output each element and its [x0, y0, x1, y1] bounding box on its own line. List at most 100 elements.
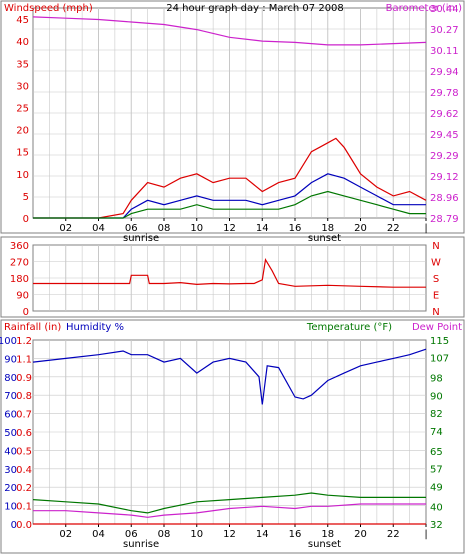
temp-x-tick-label: 02 — [59, 529, 72, 540]
barometer-y-tick-label: 29.62 — [430, 109, 459, 120]
humidity-y-tick-label: 50 — [4, 428, 17, 439]
barometer-y-tick-label: 28.96 — [430, 193, 459, 204]
humidity-y-tick-label: 40 — [4, 446, 17, 457]
series-wind-direction — [33, 257, 426, 288]
humidity-y-tick-label: 100 — [0, 336, 17, 347]
panel-frame-middle — [0, 236, 465, 318]
panel-frame-top — [0, 0, 465, 234]
barometer-y-tick-label: 30.27 — [430, 25, 459, 36]
windspeed-axis-label: Windspeed (mph) — [4, 3, 93, 14]
wind-x-tick-label: 18 — [321, 223, 334, 234]
wind-marker-sunrise: sunrise — [123, 233, 159, 244]
rainfall-y-tick-label: 0.6 — [16, 428, 32, 439]
temp-x-tick-label: | — [424, 529, 427, 540]
humidity-y-tick-label: 30 — [4, 465, 17, 476]
humidity-y-tick-label: 60 — [4, 410, 17, 421]
series-humidity — [32, 348, 427, 405]
series-wind-speed — [33, 173, 426, 219]
temp-x-tick-label: 06 — [125, 529, 138, 540]
humidity-y-tick-label: 80 — [4, 373, 17, 384]
wind-y-tick-label: 20 — [16, 126, 29, 137]
wind-x-tick-label: 12 — [223, 223, 236, 234]
temp-x-tick-label: 08 — [158, 529, 171, 540]
wind-y-tick-label: 45 — [16, 15, 29, 26]
barometer-y-tick-label: 28.79 — [430, 214, 459, 225]
temperature-y-tick-label: 49 — [430, 482, 443, 493]
temperature-y-tick-label: 65 — [430, 447, 443, 458]
temperature-axis-label: Temperature (°F) — [306, 322, 392, 333]
wind-y-tick-label: 5 — [23, 192, 29, 203]
humidity-y-tick-label: 90 — [4, 354, 17, 365]
humidity-y-tick-label: 70 — [4, 391, 17, 402]
wind-y-tick-label: 10 — [16, 170, 29, 181]
temp-x-tick-label: 04 — [92, 529, 105, 540]
series-barometer — [32, 16, 427, 46]
direction-compass-label: E — [433, 291, 439, 302]
rainfall-y-tick-label: 0.4 — [16, 465, 32, 476]
wind-x-tick-label: 06 — [125, 223, 138, 234]
temp-x-tick-label: 14 — [256, 529, 269, 540]
barometer-axis-label: Barometer (in.) — [386, 3, 462, 14]
temperature-y-tick-label: 107 — [430, 354, 449, 365]
barometer-y-tick-label: 30.11 — [430, 46, 459, 57]
rainfall-y-tick-label: 1.2 — [16, 336, 32, 347]
rainfall-y-tick-label: 0.9 — [16, 373, 32, 384]
rainfall-y-tick-label: 0.0 — [16, 520, 32, 531]
wind-y-tick-label: 0 — [23, 214, 29, 225]
barometer-y-tick-label: 29.78 — [430, 88, 459, 99]
dewpoint-axis-label: Dew Point — [412, 322, 462, 333]
direction-compass-label: W — [431, 258, 441, 269]
humidity-y-tick-label: 10 — [4, 502, 17, 513]
humidity-axis-label: Humidity % — [66, 322, 124, 333]
humidity-y-tick-label: 20 — [4, 483, 17, 494]
rainfall-y-tick-label: 0.8 — [16, 391, 32, 402]
temp-marker-sunset: sunset — [308, 539, 341, 550]
series-wind-gust — [33, 137, 427, 219]
rainfall-y-tick-label: 0.1 — [16, 502, 32, 513]
wind-y-tick-label: 35 — [16, 59, 29, 70]
humidity-y-tick-label: 0 — [11, 520, 17, 531]
direction-y-tick-label: 270 — [10, 258, 29, 269]
temperature-y-tick-label: 32 — [430, 520, 443, 531]
rainfall-y-tick-label: 1.1 — [16, 354, 32, 365]
temperature-y-tick-label: 98 — [430, 374, 443, 385]
temperature-y-tick-label: 74 — [430, 427, 443, 438]
temperature-y-tick-label: 82 — [430, 409, 443, 420]
temp-x-tick-label: 10 — [190, 529, 203, 540]
direction-y-tick-label: 360 — [10, 241, 29, 252]
direction-y-tick-label: 90 — [16, 291, 29, 302]
wind-x-tick-label: | — [424, 223, 427, 234]
direction-y-tick-label: 0 — [23, 307, 29, 318]
temperature-y-tick-label: 90 — [430, 391, 443, 402]
wind-x-tick-label: 22 — [387, 223, 400, 234]
series-temperature — [32, 492, 426, 514]
direction-compass-label: N — [432, 307, 439, 318]
rainfall-y-tick-label: 0.5 — [16, 446, 32, 457]
direction-compass-label: S — [433, 274, 439, 285]
temp-x-tick-label: 18 — [321, 529, 334, 540]
barometer-y-tick-label: 29.29 — [430, 151, 459, 162]
wind-x-tick-label: 10 — [190, 223, 203, 234]
barometer-y-tick-label: 30.44 — [430, 4, 459, 15]
temperature-y-tick-label: 57 — [430, 465, 443, 476]
barometer-y-tick-label: 29.94 — [430, 67, 459, 78]
temperature-y-tick-label: 40 — [430, 502, 443, 513]
series-dew-point — [33, 503, 426, 518]
wind-x-tick-label: 16 — [289, 223, 302, 234]
series-wind-average — [33, 190, 426, 219]
barometer-y-tick-label: 29.12 — [430, 172, 459, 183]
temperature-y-tick-label: 115 — [430, 336, 449, 347]
direction-compass-label: N — [432, 241, 439, 252]
wind-x-tick-label: 14 — [256, 223, 269, 234]
temp-x-tick-label: 20 — [354, 529, 367, 540]
panel-frame-bottom — [0, 319, 465, 554]
wind-y-tick-label: 40 — [16, 37, 29, 48]
direction-y-tick-label: 180 — [10, 274, 29, 285]
wind-y-tick-label: 25 — [16, 103, 29, 114]
wind-y-tick-label: 30 — [16, 81, 29, 92]
rainfall-y-tick-label: 0.7 — [16, 410, 32, 421]
wind-x-tick-label: 02 — [59, 223, 72, 234]
rainfall-axis-label: Rainfall (in) — [4, 322, 61, 333]
